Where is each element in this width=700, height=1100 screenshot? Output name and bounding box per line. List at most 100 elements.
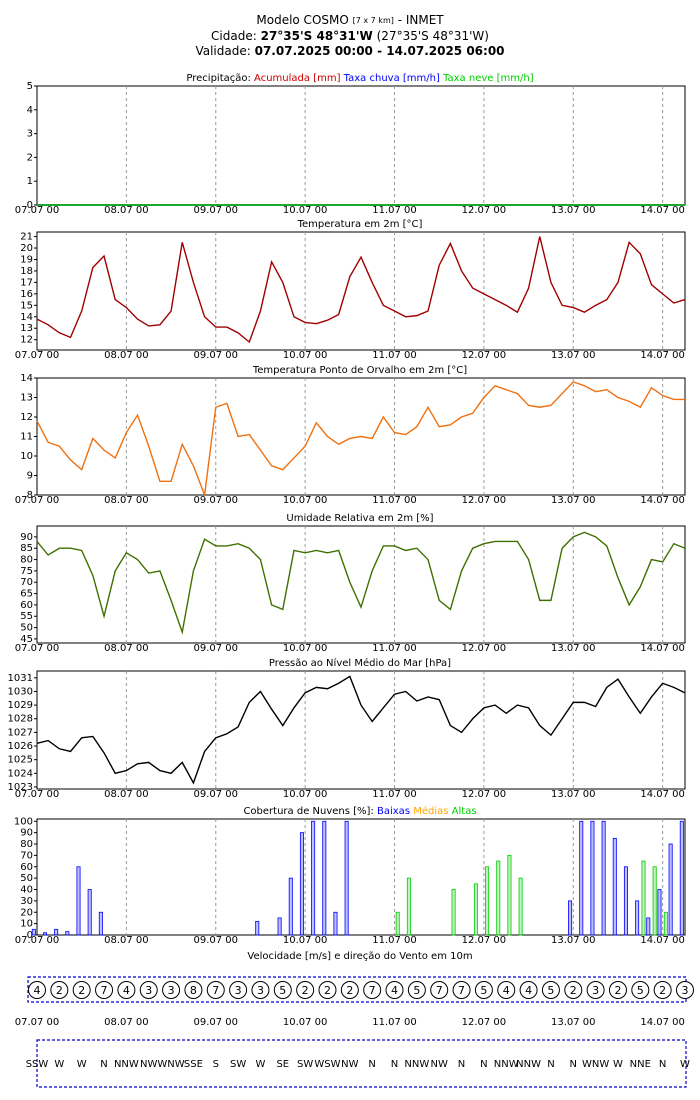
x-tick-label: 11.07 00 [372, 789, 417, 800]
wind-speed-circle [184, 981, 203, 999]
x-tick-label: 11.07 00 [372, 350, 417, 361]
cloud-bar [98, 911, 103, 936]
wind-speed-label: 5 [279, 984, 286, 997]
wind-direction-label: W [77, 1059, 87, 1070]
wind-direction-label: NNE [630, 1059, 651, 1070]
wind-speed-label: 4 [391, 984, 398, 997]
cloud-bar [65, 931, 70, 936]
city-label: Cidade: [211, 29, 257, 43]
y-tick-label: 10 [20, 919, 33, 930]
x-tick-label: 10.07 00 [283, 350, 328, 361]
wind-speed-label: 4 [34, 984, 41, 997]
wind-direction-label: NNW [404, 1059, 429, 1070]
wind-date-label: 10.07 00 [283, 1017, 328, 1028]
x-tick-label: 08.07 00 [104, 495, 149, 506]
wind-speed-circle [608, 981, 627, 999]
chart-title-text: Temperatura em 2m [°C] [297, 219, 423, 230]
x-tick-label: 13.07 00 [551, 205, 596, 216]
y-tick-label: 12 [20, 412, 33, 423]
wind-direction-label: WSW [314, 1059, 340, 1070]
wind-speed-circle [363, 981, 382, 999]
y-tick-label: 55 [20, 611, 33, 622]
y-tick-label: 1028 [8, 714, 33, 725]
cloud-bar [395, 911, 400, 936]
x-tick-label: 14.07 00 [640, 495, 685, 506]
wind-speed-circle [519, 981, 538, 999]
cloud-bar [568, 900, 573, 936]
cloud-bar [623, 866, 628, 936]
wind-direction-label: NNW [114, 1059, 139, 1070]
y-tick-label: 70 [20, 850, 33, 861]
chart-title-text: Precipitação: [186, 73, 250, 84]
wind-direction-box [36, 1039, 687, 1088]
wind-speed-circle [206, 981, 225, 999]
wind-date-label: 11.07 00 [372, 1017, 417, 1028]
cloud-bar [255, 920, 260, 936]
x-tick-label: 10.07 00 [283, 205, 328, 216]
x-tick-label: 12.07 00 [462, 350, 507, 361]
header-line-1: Modelo COSMO [7 x 7 km] - INMET [256, 13, 444, 27]
y-tick-label: 1023 [8, 782, 33, 793]
wind-speed-circle [631, 981, 650, 999]
wind-direction-label: N [458, 1059, 465, 1070]
y-tick-label: 0 [27, 930, 33, 941]
wind-direction-label: N [480, 1059, 487, 1070]
y-tick-label: 0 [27, 200, 33, 211]
wind-speed-circle [229, 981, 248, 999]
x-tick-label: 13.07 00 [551, 935, 596, 946]
x-tick-label: 10.07 00 [283, 495, 328, 506]
wind-speed-label: 8 [190, 984, 197, 997]
x-tick-label: 10.07 00 [283, 789, 328, 800]
cloud-bar [344, 820, 349, 936]
cloud-bar [451, 889, 456, 936]
cloud-bar [641, 860, 646, 936]
wind-speed-circle [340, 981, 359, 999]
wind-speed-circle [430, 981, 449, 999]
wind-direction-label: SW [230, 1059, 246, 1070]
x-tick-label: 08.07 00 [104, 789, 149, 800]
wind-speed-label: 2 [570, 984, 577, 997]
x-tick-label: 09.07 00 [193, 935, 238, 946]
wind-speed-circle [564, 981, 583, 999]
x-tick-label: 07.07 00 [15, 205, 60, 216]
legend-entry: Baixas [377, 806, 410, 817]
x-tick-label: 09.07 00 [193, 789, 238, 800]
wind-speed-circle [139, 981, 158, 999]
y-tick-label: 8 [27, 490, 33, 501]
wind-speed-label: 5 [480, 984, 487, 997]
plot-frame [36, 85, 686, 206]
y-tick-label: 20 [20, 907, 33, 918]
wind-speed-circle [50, 981, 69, 999]
wind-speed-label: 3 [682, 984, 689, 997]
wind-direction-label: SSW [26, 1059, 49, 1070]
y-tick-label: 10 [20, 451, 33, 462]
wind-speed-label: 2 [56, 984, 63, 997]
wind-speed-circle [385, 981, 404, 999]
x-tick-label: 14.07 00 [640, 350, 685, 361]
wind-speed-circle [273, 981, 292, 999]
y-tick-label: 1025 [8, 755, 33, 766]
y-tick-label: 5 [27, 81, 33, 92]
cloud-bar [601, 820, 606, 936]
wind-speed-label: 5 [413, 984, 420, 997]
y-tick-label: 9 [27, 471, 33, 482]
validity: 07.07.2025 00:00 - 14.07.2025 06:00 [255, 44, 505, 58]
cloud-bar [473, 883, 478, 936]
y-tick-label: 1030 [8, 686, 33, 697]
x-tick-label: 14.07 00 [640, 205, 685, 216]
y-tick-label: 12 [20, 335, 33, 346]
wind-direction-label: N [659, 1059, 666, 1070]
y-tick-label: 13 [20, 393, 33, 404]
wind-speed-label: 2 [302, 984, 309, 997]
legend-entry: Taxa chuva [mm/h] [343, 73, 440, 84]
cloud-bar [76, 866, 81, 936]
wind-date-label: 08.07 00 [104, 1017, 149, 1028]
cloud-bar [518, 877, 523, 936]
y-tick-label: 80 [20, 839, 33, 850]
cloud-bar [54, 928, 59, 936]
wind-speed-label: 7 [101, 984, 108, 997]
x-tick-label: 07.07 00 [15, 350, 60, 361]
wind-direction-label: NNW [494, 1059, 519, 1070]
wind-speed-circle [676, 981, 694, 999]
